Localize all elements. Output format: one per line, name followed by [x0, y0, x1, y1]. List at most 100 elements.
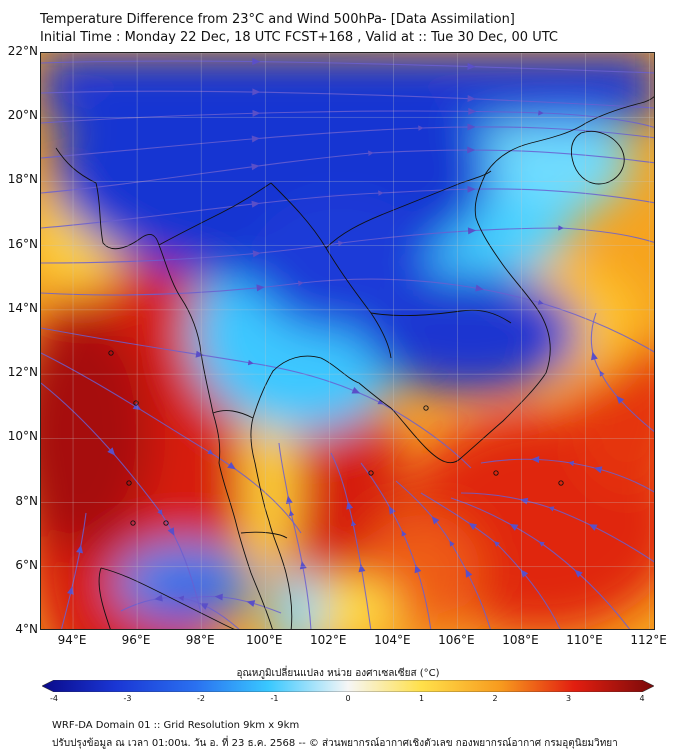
coastline-segment: [270, 182, 392, 359]
streamline: [590, 312, 654, 433]
very-hot-zone-west: [41, 313, 151, 553]
wind-arrowhead: [76, 544, 84, 554]
wind-arrowhead: [346, 500, 354, 510]
wind-arrowhead: [588, 524, 598, 531]
wind-arrowhead: [388, 505, 396, 515]
streamline: [360, 462, 432, 629]
colorbar-tick-label: -3: [123, 694, 132, 703]
streamline: [41, 188, 654, 229]
colorbar-title: อุณหภูมิเปลี่ยนแปลง หน่วย องศาเซลเซียส (…: [236, 668, 440, 679]
wind-arrowhead: [252, 88, 261, 96]
footer-credit: ปรับปรุงข้อมูล ณ เวลา 01:00น. วัน อ. ที่…: [52, 738, 618, 749]
coastline-segment: [98, 567, 111, 629]
streamline: [41, 110, 654, 128]
coastline-segment: [252, 355, 392, 419]
colorbar-tick-label: 1: [418, 694, 425, 703]
wind-arrowhead: [509, 523, 519, 531]
coastline-segment: [390, 372, 547, 464]
wind-arrowhead: [107, 447, 116, 456]
lat-label: 20°N: [7, 108, 38, 123]
temperature-field: [41, 53, 654, 629]
streamline: [41, 149, 654, 194]
wind-arrowhead: [531, 456, 540, 464]
lon-label: 98°E: [185, 633, 215, 647]
lat-label: 8°N: [15, 493, 38, 508]
lon-label: 104°E: [374, 633, 411, 647]
colorbar-tick-label: -4: [50, 694, 58, 703]
footer-model-info: WRF-DA Domain 01 :: Grid Resolution 9km …: [52, 720, 300, 731]
lon-label: 94°E: [57, 633, 87, 647]
colorbar-tick-label: -1: [270, 694, 279, 703]
wind-arrowhead: [167, 527, 175, 536]
streamline: [450, 497, 631, 629]
island-outline: [558, 480, 564, 486]
colorbar-tick-label: 2: [492, 694, 498, 703]
wind-arrowhead: [465, 569, 473, 578]
coastline-segment: [370, 309, 512, 324]
wind-arrowhead: [67, 586, 74, 595]
wind-arrowhead: [591, 351, 598, 361]
cool-zone-malay: [271, 568, 321, 629]
lat-label: 4°N: [15, 622, 38, 636]
wind-arrowhead: [468, 522, 478, 531]
coastline-segment: [100, 567, 235, 629]
lon-label: 106°E: [438, 633, 475, 647]
streamline: [41, 90, 654, 109]
wind-arrowhead: [431, 516, 440, 525]
lon-label: 96°E: [121, 633, 151, 647]
coastline-segment: [530, 96, 654, 144]
wind-arrowhead: [214, 593, 223, 601]
streamline: [420, 492, 561, 629]
wind-arrowhead: [520, 569, 529, 578]
island-outline: [130, 520, 136, 526]
lat-label: 22°N: [7, 44, 38, 58]
island-outline: [493, 470, 499, 476]
colorbar-tick-label: -2: [197, 694, 205, 703]
chart-subtitle: Initial Time : Monday 22 Dec, 18 UTC FCS…: [40, 30, 558, 45]
colorbar-gradient: [42, 680, 654, 692]
coastlines: [55, 96, 654, 629]
streamline: [460, 492, 654, 563]
wind-arrowhead: [154, 594, 163, 602]
streamline: [330, 452, 372, 629]
coastline-segment: [240, 531, 288, 539]
coastline-segment: [474, 142, 551, 374]
wind-arrowhead: [252, 109, 261, 117]
wind-arrowhead: [251, 200, 260, 208]
weather-map[interactable]: [40, 52, 655, 630]
colorbar: [42, 680, 654, 692]
wind-arrowhead: [467, 185, 476, 193]
gridlines: [41, 53, 654, 629]
coastline-segment: [212, 410, 254, 419]
streamline: [120, 595, 240, 629]
lon-label: 108°E: [502, 633, 539, 647]
colorbar-tick-label: 3: [565, 694, 572, 703]
streamline: [395, 480, 491, 629]
wind-arrowhead: [467, 62, 476, 70]
streamline: [60, 512, 87, 629]
island-outline: [126, 480, 132, 486]
wind-arrowhead: [246, 600, 256, 607]
wind-arrowhead: [519, 497, 529, 505]
cold-zone-laos: [251, 193, 431, 333]
wind-arrowhead: [467, 95, 476, 103]
island-outline: [133, 400, 139, 406]
chart-title: Temperature Difference from 23°C and Win…: [40, 12, 515, 27]
wind-arrowhead: [593, 466, 603, 474]
wind-arrowhead: [252, 58, 261, 66]
lon-label: 100°E: [245, 633, 283, 647]
streamline: [41, 278, 654, 353]
wind-arrowhead: [468, 107, 477, 115]
streamline: [41, 352, 302, 534]
wind-arrowhead: [251, 135, 260, 143]
wind-arrowhead: [199, 603, 209, 610]
coastline-segment: [158, 182, 272, 246]
coastline-segment: [218, 462, 273, 629]
streamline: [190, 595, 282, 614]
wind-arrowhead: [574, 569, 583, 578]
island-outline: [108, 350, 114, 356]
streamline: [41, 382, 202, 614]
cool-zone-hainan: [491, 113, 631, 213]
wind-arrowhead: [467, 123, 476, 131]
streamline: [480, 458, 654, 493]
